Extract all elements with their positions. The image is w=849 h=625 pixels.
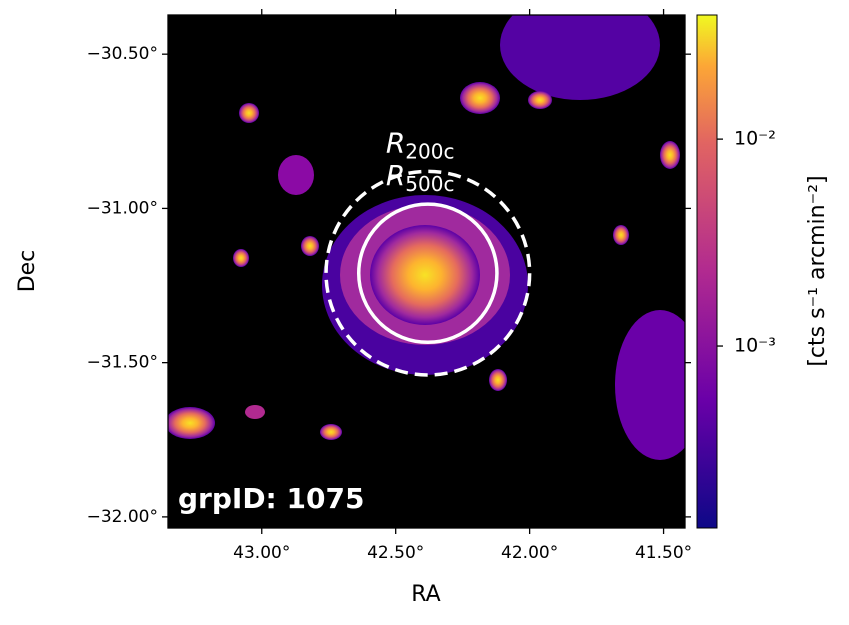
radius-subscript: 500c xyxy=(405,172,454,196)
radius-subscript: 200c xyxy=(405,139,454,163)
y-tick-label: −32.00° xyxy=(87,507,158,527)
plot-frame xyxy=(167,14,686,529)
image-emission xyxy=(168,15,685,460)
radius-symbol: R xyxy=(386,159,405,192)
x-tick-label: 41.50° xyxy=(635,543,692,563)
group-id-annotation: grpID: 1075 xyxy=(178,482,364,515)
y-axis-label: Dec xyxy=(15,250,40,293)
y-tick-label: −30.50° xyxy=(87,44,158,64)
radius-circle xyxy=(324,169,532,377)
x-tick-label: 42.00° xyxy=(501,543,558,563)
radius-label: R500c xyxy=(386,159,455,196)
colorbar-tick-label: 10⁻³ xyxy=(734,335,776,357)
colorbar xyxy=(696,14,718,529)
colorbar-label: [cts s⁻¹ arcmin⁻²] xyxy=(805,175,830,366)
colorbar-tick-label: 10⁻² xyxy=(734,128,776,150)
radius-symbol: R xyxy=(386,126,405,159)
radius-label: R200c xyxy=(386,126,455,163)
x-axis-label: RA xyxy=(411,582,440,607)
y-tick-label: −31.50° xyxy=(87,353,158,373)
y-tick-label: −31.00° xyxy=(87,198,158,218)
x-tick-label: 43.00° xyxy=(233,543,290,563)
radius-circle xyxy=(356,202,499,345)
x-tick-label: 42.50° xyxy=(367,543,424,563)
